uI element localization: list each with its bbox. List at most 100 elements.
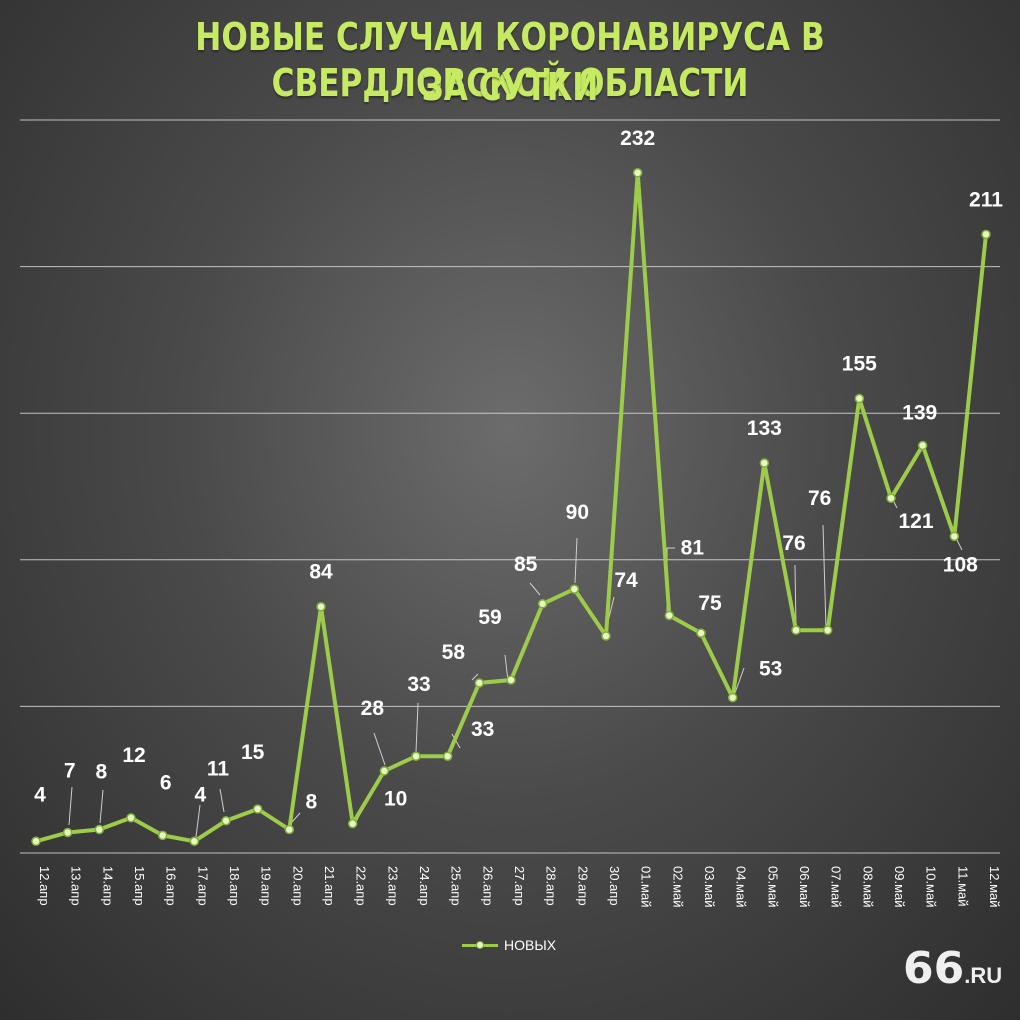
label-leader — [373, 732, 386, 766]
x-tick-label: 30.апр — [607, 866, 622, 906]
data-point — [94, 824, 105, 835]
data-label: 232 — [620, 127, 655, 150]
x-tick-label: 27.апр — [512, 866, 527, 906]
site-logo: 66.RU — [903, 943, 1003, 994]
label-leader — [529, 582, 541, 596]
label-leader — [291, 812, 301, 823]
x-tick-label: 21.апр — [322, 866, 337, 906]
label-leader — [794, 564, 797, 629]
data-point — [822, 625, 833, 635]
x-tick-label: 20.апр — [290, 866, 305, 906]
x-tick-label: 17.апр — [195, 866, 210, 906]
data-label: 85 — [514, 553, 538, 576]
x-tick-label: 13.апр — [69, 866, 84, 906]
gridlines — [20, 119, 1000, 854]
data-point — [252, 804, 263, 814]
data-label: 12 — [122, 744, 145, 767]
x-tick-label: 19.апр — [259, 866, 274, 906]
x-tick-label: 02.май — [670, 866, 685, 908]
label-leader — [415, 702, 419, 753]
data-point — [759, 458, 770, 468]
data-point — [727, 692, 738, 703]
x-tick-label: 26.апр — [480, 866, 495, 906]
x-axis-ticks: 12.апр 13.апр 14.апр 15.апр 16.апр 17.апр 18.а… — [37, 866, 1002, 908]
x-tick-label: 06.май — [797, 866, 812, 908]
data-label: 108 — [943, 553, 978, 576]
data-label: 121 — [898, 510, 933, 533]
x-tick-label: 22.апр — [354, 866, 369, 906]
data-label: 75 — [698, 592, 722, 615]
label-leader — [68, 786, 73, 826]
x-tick-label: 11.май — [955, 866, 970, 907]
x-tick-label: 29.апр — [575, 866, 590, 906]
label-leader — [219, 788, 225, 813]
data-label: 155 — [842, 353, 877, 376]
data-label: 84 — [309, 561, 333, 584]
data-point — [664, 610, 675, 621]
legend: НОВЫХ — [462, 937, 556, 953]
data-label: 81 — [681, 537, 705, 560]
data-point — [284, 824, 295, 835]
data-label: 53 — [759, 658, 782, 681]
data-label: 58 — [442, 641, 466, 664]
data-label: 7 — [64, 759, 76, 782]
x-tick-label: 14.апр — [100, 866, 115, 906]
data-label: 139 — [902, 401, 937, 424]
chart-title-line-1: НОВЫЕ СЛУЧАИ КОРОНАВИРУСА В СВЕРДЛОВСКОЙ… — [195, 15, 825, 105]
data-label: 59 — [478, 606, 501, 629]
label-leader — [471, 673, 479, 681]
x-tick-label: 24.апр — [417, 866, 432, 906]
x-tick-label: 15.апр — [132, 866, 147, 906]
data-point — [917, 440, 928, 451]
data-label: 28 — [361, 697, 385, 720]
x-tick-label: 23.апр — [385, 866, 400, 906]
data-point — [949, 531, 960, 542]
data-label: 33 — [407, 673, 430, 696]
data-point — [854, 393, 865, 404]
data-label: 10 — [384, 788, 407, 811]
label-leader — [504, 654, 509, 682]
data-point — [62, 827, 73, 838]
data-label: 33 — [471, 718, 494, 741]
x-tick-label: 12.апр — [37, 866, 52, 906]
data-point — [411, 751, 421, 761]
data-point — [981, 229, 991, 240]
data-point — [316, 601, 326, 612]
data-label: 8 — [305, 791, 317, 814]
data-point — [537, 599, 548, 609]
data-point — [157, 830, 168, 841]
data-point — [601, 631, 611, 641]
chart-title-line-2: ЗА СУТКИ — [421, 65, 599, 109]
data-point — [221, 815, 231, 826]
data-point — [347, 818, 358, 829]
label-leader — [99, 789, 104, 824]
label-leader — [574, 537, 578, 584]
x-tick-label: 28.апр — [544, 866, 559, 906]
data-point — [569, 584, 580, 594]
series-line-novykh — [35, 170, 988, 844]
data-label: 6 — [160, 771, 172, 794]
x-tick-label: 03.май — [702, 866, 717, 908]
data-label: 211 — [969, 188, 1003, 211]
data-label: 76 — [782, 532, 805, 555]
data-point — [696, 628, 706, 638]
x-tick-label: 01.май — [639, 866, 654, 908]
data-point — [474, 678, 485, 688]
data-point — [379, 766, 390, 776]
data-label: 76 — [808, 487, 831, 510]
data-point — [791, 625, 801, 635]
data-label: 4 — [194, 783, 206, 806]
label-leader — [734, 667, 745, 694]
data-label: 11 — [207, 758, 230, 781]
x-tick-label: 05.май — [765, 866, 780, 908]
x-tick-label: 25.апр — [449, 866, 464, 906]
data-point — [506, 675, 516, 685]
data-labels: 47 81264111588410283333585985907423281755… — [34, 127, 1003, 814]
x-tick-label: 07.май — [829, 866, 844, 908]
data-label: 4 — [34, 783, 46, 806]
x-tick-label: 12.май — [987, 866, 1002, 908]
label-leader — [822, 524, 827, 629]
data-label: 133 — [747, 417, 782, 440]
data-points — [31, 168, 991, 847]
data-label: 74 — [614, 569, 638, 592]
